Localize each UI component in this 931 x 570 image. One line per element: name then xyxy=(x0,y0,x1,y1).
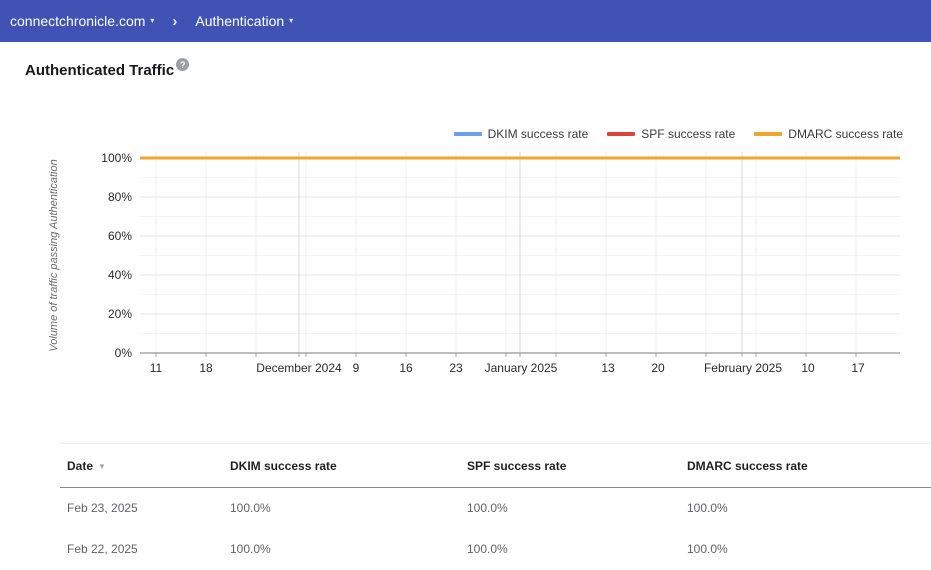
legend-item-spf: SPF success rate xyxy=(607,127,735,141)
x-axis-tick-label: 23 xyxy=(449,361,463,375)
chevron-down-icon: ▾ xyxy=(150,16,155,25)
y-axis-tick-label: 100% xyxy=(101,151,132,165)
legend-line-swatch xyxy=(754,132,783,136)
x-axis-tick-label: December 2024 xyxy=(256,361,342,375)
cell-dkim-rate: 100.0% xyxy=(230,542,271,556)
column-header-label: Date xyxy=(67,458,94,473)
cell-date: Feb 22, 2025 xyxy=(67,542,138,556)
y-axis-title: Volume of traffic passing Authentication xyxy=(48,159,60,351)
x-axis-tick-label: 17 xyxy=(851,361,865,375)
y-axis-tick-label: 20% xyxy=(108,307,132,321)
legend-line-swatch xyxy=(453,132,482,136)
cell-date: Feb 23, 2025 xyxy=(67,501,138,516)
y-axis-tick-label: 40% xyxy=(108,268,132,282)
table-row: Feb 22, 2025 100.0% 100.0% 100.0% xyxy=(60,529,931,570)
section-selector[interactable]: Authentication ▾ xyxy=(191,13,297,29)
x-axis-tick-label: 18 xyxy=(199,361,213,375)
domain-selector-label: connectchronicle.com xyxy=(10,13,146,29)
page-title: Authenticated Traffic xyxy=(25,62,175,79)
cell-spf-rate: 100.0% xyxy=(467,542,508,556)
x-axis-tick-label: 10 xyxy=(801,361,815,375)
auth-rate-table: Date ▼ DKIM success rate SPF success rate DM… xyxy=(60,443,931,570)
x-axis-tick-label: 20 xyxy=(651,361,665,375)
x-axis-tick-label: January 2025 xyxy=(485,361,558,375)
y-axis-tick-label: 80% xyxy=(108,190,132,204)
cell-dkim-rate: 100.0% xyxy=(230,501,271,516)
domain-selector[interactable]: connectchronicle.com ▾ xyxy=(0,13,158,29)
legend-item-dmarc: DMARC success rate xyxy=(754,127,903,141)
x-axis-tick-label: 16 xyxy=(399,361,413,375)
authenticated-traffic-chart[interactable]: 0% 20% 40% 60% 80% 100% 11 18 December 2024 9 16 23… xyxy=(0,100,931,400)
column-header-label: SPF success rate xyxy=(467,458,567,473)
help-icon[interactable]: ? xyxy=(176,58,190,71)
x-axis-tick-label: February 2025 xyxy=(704,361,782,375)
x-axis-tick-label: 13 xyxy=(601,361,615,375)
table-body: Feb 23, 2025 100.0% 100.0% 100.0% Feb 22, 20… xyxy=(60,488,931,570)
page-title-row: Authenticated Traffic ? xyxy=(25,58,190,80)
chart-legend: DKIM success rate SPF success rate DMARC s… xyxy=(453,127,903,141)
column-header-label: DKIM success rate xyxy=(230,458,337,473)
column-header-dkim: DKIM success rate xyxy=(223,444,460,488)
sort-descending-icon: ▼ xyxy=(98,461,106,471)
legend-label: SPF success rate xyxy=(641,127,736,141)
legend-line-swatch xyxy=(607,132,636,136)
column-header-dmarc: DMARC success rate xyxy=(680,444,931,488)
legend-label: DMARC success rate xyxy=(788,127,903,141)
chevron-down-icon: ▾ xyxy=(289,16,294,25)
column-header-spf: SPF success rate xyxy=(460,444,680,488)
column-header-label: DMARC success rate xyxy=(687,458,808,473)
x-axis-tick-label: 11 xyxy=(150,361,163,375)
legend-item-dkim: DKIM success rate xyxy=(453,127,589,141)
top-nav-bar: connectchronicle.com ▾ › Authentication … xyxy=(0,0,931,42)
table-row: Feb 23, 2025 100.0% 100.0% 100.0% xyxy=(60,488,931,529)
section-selector-label: Authentication xyxy=(195,13,285,29)
legend-label: DKIM success rate xyxy=(487,127,589,141)
cell-spf-rate: 100.0% xyxy=(467,501,508,516)
cell-dmarc-rate: 100.0% xyxy=(687,501,728,516)
y-axis-tick-label: 60% xyxy=(108,229,132,243)
breadcrumb-separator-icon: › xyxy=(172,12,178,30)
table-header-row: Date ▼ DKIM success rate SPF success rate DM… xyxy=(60,443,931,488)
x-axis-tick-label: 9 xyxy=(353,361,360,375)
y-axis-tick-label: 0% xyxy=(115,346,133,360)
column-header-date[interactable]: Date ▼ xyxy=(60,444,223,488)
cell-dmarc-rate: 100.0% xyxy=(687,542,728,556)
